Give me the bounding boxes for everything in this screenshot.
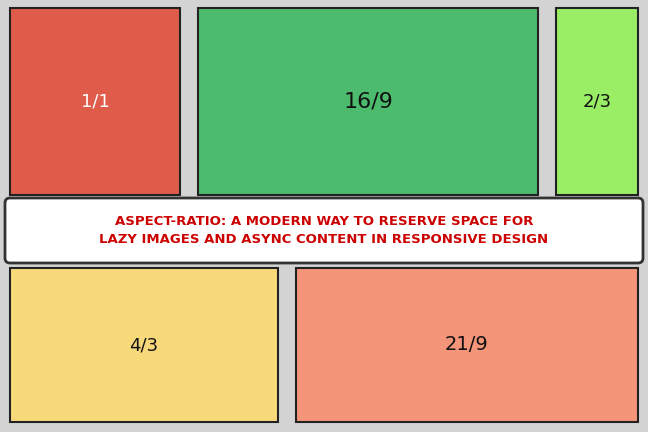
Text: 2/3: 2/3 (583, 92, 612, 111)
Text: 16/9: 16/9 (343, 92, 393, 111)
FancyBboxPatch shape (5, 198, 643, 263)
Bar (10, 8, 180, 195)
Bar (10, 268, 278, 422)
Bar (198, 8, 538, 195)
Text: 4/3: 4/3 (130, 336, 159, 354)
Text: 1/1: 1/1 (80, 92, 110, 111)
Bar (556, 8, 638, 195)
Text: 21/9: 21/9 (445, 336, 489, 355)
Bar (296, 268, 638, 422)
Text: ASPECT-RATIO: A MODERN WAY TO RESERVE SPACE FOR
LAZY IMAGES AND ASYNC CONTENT IN: ASPECT-RATIO: A MODERN WAY TO RESERVE SP… (99, 215, 549, 246)
